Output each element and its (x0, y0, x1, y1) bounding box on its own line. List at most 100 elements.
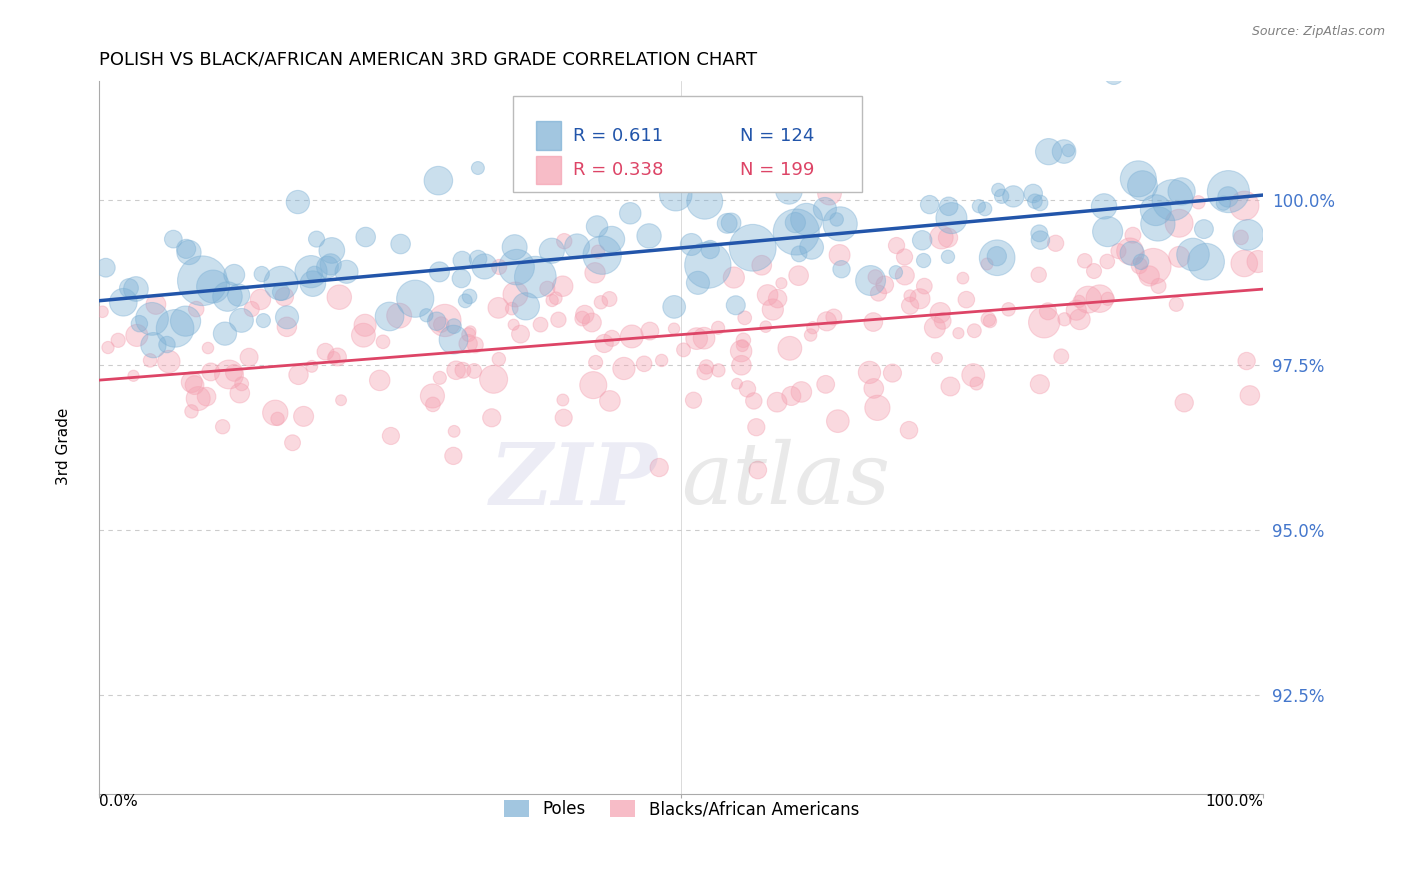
Point (586, 244, 609, 259)
Point (180, 375, 202, 389)
Point (141, 311, 163, 326)
Point (180, 404, 202, 418)
Point (977, 312, 1000, 326)
Point (638, 228, 661, 243)
Point (599, 393, 621, 408)
Point (352, 328, 374, 343)
Point (620, 329, 643, 343)
Point (301, 359, 323, 374)
Legend: Poles, Blacks/African Americans: Poles, Blacks/African Americans (498, 793, 866, 825)
Point (1173, 396, 1195, 410)
Point (731, 338, 754, 352)
Point (747, 463, 769, 477)
Point (368, 373, 391, 387)
Point (443, 425, 465, 439)
Point (463, 364, 485, 378)
Point (693, 331, 716, 345)
Point (912, 279, 935, 293)
Point (1057, 144, 1080, 158)
Point (762, 302, 785, 317)
Point (302, 277, 325, 291)
Point (574, 308, 596, 322)
Point (1144, 203, 1167, 218)
Point (751, 258, 773, 272)
Point (1077, 293, 1099, 307)
Point (662, 321, 685, 335)
Point (938, 199, 960, 213)
Point (195, 390, 218, 404)
Point (505, 287, 527, 301)
FancyBboxPatch shape (513, 95, 862, 192)
Point (1142, 259, 1164, 273)
Point (1028, 268, 1050, 282)
Point (157, 354, 180, 368)
Text: 0.0%: 0.0% (100, 794, 138, 809)
Point (457, 336, 479, 351)
Point (828, 248, 851, 262)
Point (737, 382, 759, 396)
Point (354, 230, 377, 244)
Point (986, 249, 1008, 263)
Point (515, 299, 537, 313)
Point (814, 202, 837, 216)
Point (389, 237, 412, 252)
Point (911, 233, 934, 247)
Point (509, 327, 531, 342)
Point (1050, 350, 1073, 364)
Point (987, 183, 1010, 197)
Point (665, 187, 688, 202)
Point (868, 286, 890, 301)
Point (165, 321, 187, 335)
Point (229, 386, 252, 401)
Point (898, 289, 921, 303)
Point (240, 301, 263, 316)
Point (952, 271, 974, 285)
Point (502, 318, 524, 332)
Point (613, 361, 636, 376)
Point (963, 324, 986, 338)
Point (404, 292, 426, 306)
Point (672, 343, 695, 357)
Point (974, 202, 997, 216)
Point (249, 293, 271, 307)
Point (273, 290, 295, 304)
Point (1024, 194, 1046, 209)
Point (741, 241, 763, 255)
Point (1147, 279, 1170, 293)
Point (699, 243, 721, 257)
Point (931, 230, 953, 244)
Point (986, 251, 1008, 265)
Point (503, 240, 526, 254)
Point (1036, 304, 1059, 318)
Point (183, 378, 205, 392)
Point (619, 206, 641, 220)
Point (873, 277, 896, 292)
Point (457, 327, 479, 342)
Point (865, 270, 887, 285)
Point (276, 319, 298, 334)
Point (948, 326, 970, 340)
Point (997, 302, 1019, 317)
Point (1161, 193, 1184, 207)
Text: POLISH VS BLACK/AFRICAN AMERICAN 3RD GRADE CORRELATION CHART: POLISH VS BLACK/AFRICAN AMERICAN 3RD GRA… (100, 51, 758, 69)
Point (925, 351, 948, 365)
Point (1187, 195, 1209, 210)
Point (1233, 199, 1256, 213)
Point (1088, 292, 1111, 306)
Point (662, 300, 685, 314)
Point (884, 265, 907, 279)
Point (91, 305, 114, 319)
Point (304, 267, 326, 281)
Point (1218, 185, 1240, 199)
Point (125, 282, 148, 296)
Point (429, 371, 451, 385)
Point (1147, 217, 1170, 231)
Point (211, 419, 233, 434)
Point (830, 217, 852, 231)
Point (967, 199, 990, 213)
Point (1069, 294, 1091, 309)
Point (118, 281, 141, 295)
Point (778, 184, 800, 198)
Point (441, 449, 464, 463)
Point (174, 314, 197, 328)
